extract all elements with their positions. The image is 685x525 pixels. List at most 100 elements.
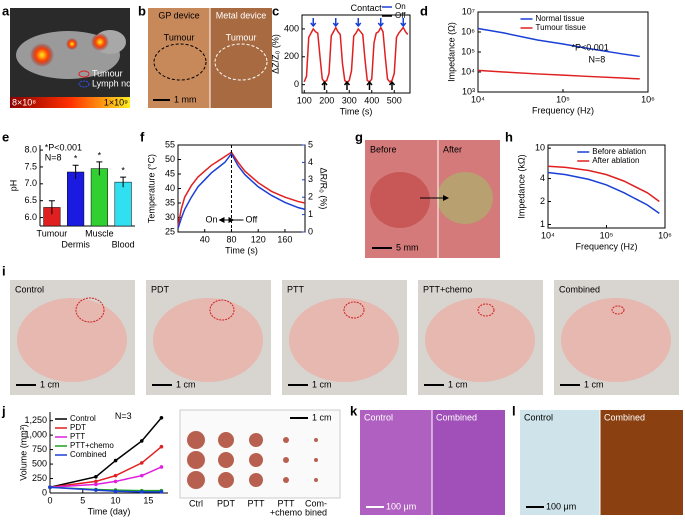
panel-letter: l: [512, 403, 516, 418]
legend-label: Combined: [70, 450, 106, 459]
y-tick-label: 45: [165, 168, 175, 178]
group-label: PTT: [248, 498, 266, 508]
x-tick-label: Tumour: [37, 228, 68, 238]
tumour: [249, 453, 263, 467]
x-tick-label: 10⁴: [471, 94, 485, 104]
y-tick-label: 10⁶: [461, 26, 475, 36]
mouse-body: [17, 298, 127, 382]
x-axis-label: Time (s): [340, 106, 373, 116]
tumour: [249, 433, 263, 447]
tumour: [314, 478, 318, 482]
photo-label: Metal device: [216, 10, 267, 20]
photo-label: Combined: [604, 412, 645, 422]
y-tick-label: 1: [540, 219, 545, 229]
series-line: [477, 27, 640, 58]
arrow: [343, 80, 351, 90]
tumour: [314, 458, 318, 462]
group-label: PTT+chemo: [423, 284, 472, 294]
y-tick-label: 50: [165, 154, 175, 164]
point: [159, 444, 164, 449]
panel-letter: b: [138, 3, 146, 18]
group-label: PDT: [151, 284, 170, 294]
annotation: *P<0.001: [572, 42, 609, 52]
panel-g: Before After 5 mm: [365, 140, 500, 258]
x-tick-label: Blood: [112, 239, 135, 249]
y-tick-label: 35: [165, 197, 175, 207]
y-tick-label: 7.0: [24, 178, 37, 188]
annotation: Contact: [351, 3, 383, 13]
point: [113, 489, 118, 494]
y-tick-label: 250: [32, 473, 47, 483]
panel-a: Tumour Lymph node 8×10⁸ 1×10⁹: [10, 8, 141, 108]
tumour: [218, 472, 234, 488]
significance: *: [98, 150, 102, 160]
tumour: [283, 457, 289, 463]
series-line: [177, 152, 306, 229]
colorbar-max: 1×10⁹: [104, 97, 128, 107]
y-axis-label: Impedance (kΩ): [516, 154, 526, 218]
y-tick-label: 10⁷: [462, 6, 475, 16]
significance: *: [74, 154, 78, 164]
x-tick-label: 10: [111, 495, 121, 505]
panel-l: Control Combined 100 μm: [520, 410, 683, 515]
y-tick-label: 30: [165, 212, 175, 222]
panel-letter: k: [350, 403, 358, 418]
x-tick-label: 300: [342, 95, 357, 105]
x-tick-label: 400: [364, 95, 379, 105]
point: [113, 458, 118, 463]
legend-label: PTT+chemo: [70, 441, 114, 450]
x-tick-label: 10⁵: [600, 230, 614, 240]
y2-axis-label: ΔR/R₀ (%): [319, 168, 329, 210]
group-label: Control: [15, 284, 44, 294]
group-label: PTT: [278, 498, 296, 508]
panel-letter: e: [2, 129, 9, 144]
y2-tick-label: 1: [308, 209, 313, 219]
y-tick-label: 0: [42, 487, 47, 497]
legend-label: Normal tissue: [536, 14, 585, 23]
mouse-body: [561, 298, 671, 382]
scale-label: 100 μm: [546, 501, 576, 511]
tumour: [249, 473, 263, 487]
annotation: N=8: [45, 152, 62, 162]
series-line: [303, 25, 409, 84]
annotation: *P<0.001: [45, 143, 82, 153]
x-axis-label: Time (s): [225, 245, 258, 255]
y-tick-label: 0: [294, 79, 299, 89]
annotation: N=8: [589, 54, 606, 64]
scale-label: 1 cm: [40, 379, 60, 389]
legend-label: Lymph node: [92, 78, 141, 88]
point: [113, 473, 118, 478]
x-tick-label: 10⁶: [641, 94, 655, 104]
series-line: [547, 165, 660, 203]
y-tick-label: 10⁴: [461, 66, 475, 76]
x-tick-label: 100: [297, 95, 312, 105]
scale-label: 1 cm: [448, 379, 468, 389]
photo-label: Control: [524, 412, 553, 422]
point: [94, 482, 98, 487]
point: [139, 490, 144, 494]
photo-label: After: [443, 144, 462, 154]
photo-label: Before: [370, 144, 397, 154]
colorbar-min: 8×10⁸: [12, 97, 36, 107]
y-tick-label: 1,000: [24, 430, 47, 440]
mouse-body: [289, 298, 399, 382]
y-tick-label: 1,250: [24, 415, 47, 425]
annotation: N=3: [115, 411, 132, 421]
tumour: [218, 432, 234, 448]
tumour-outline: [209, 299, 235, 321]
point: [139, 473, 144, 478]
x-tick-label: 5: [80, 495, 85, 505]
group-label: PTT: [287, 284, 305, 294]
x-tick-label: 10⁶: [658, 230, 672, 240]
y2-tick-label: 2: [308, 192, 313, 202]
x-tick-label: 80: [226, 234, 236, 244]
region-label: Tumour: [164, 32, 195, 42]
arrow: [310, 18, 317, 28]
y-axis-label: Impedance (Ω): [446, 22, 456, 82]
panel-k: Control Combined 100 μm: [360, 410, 505, 515]
arrow: [400, 18, 407, 28]
panel-letter: a: [2, 3, 10, 18]
mouse-body: [153, 298, 263, 382]
y2-tick-label: 3: [308, 174, 313, 184]
